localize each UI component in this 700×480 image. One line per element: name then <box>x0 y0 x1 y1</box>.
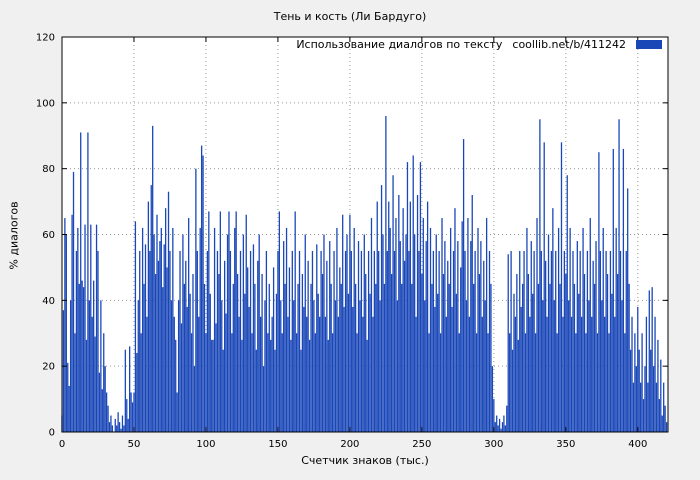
legend-label: Использование диалогов по тексту <box>296 38 503 51</box>
svg-text:250: 250 <box>412 439 431 450</box>
x-axis-label: Счетчик знаков (тыс.) <box>301 454 429 467</box>
y-axis-label: % диалогов <box>7 201 21 270</box>
svg-text:80: 80 <box>42 164 55 175</box>
svg-text:350: 350 <box>556 439 575 450</box>
svg-text:150: 150 <box>268 439 287 450</box>
svg-text:0: 0 <box>49 428 55 439</box>
svg-text:50: 50 <box>128 439 141 450</box>
svg-text:100: 100 <box>36 98 55 109</box>
svg-text:40: 40 <box>42 296 55 307</box>
svg-text:0: 0 <box>59 439 65 450</box>
svg-text:120: 120 <box>36 33 55 44</box>
svg-text:300: 300 <box>484 439 503 450</box>
svg-text:60: 60 <box>42 230 55 241</box>
chart-title: Тень и кость (Ли Бардуго) <box>273 10 427 23</box>
svg-text:200: 200 <box>340 439 359 450</box>
legend: Использование диалогов по тексту coollib… <box>296 38 662 51</box>
legend-swatch <box>636 40 662 49</box>
legend-url: coollib.net/b/411242 <box>512 38 626 51</box>
svg-text:20: 20 <box>42 362 55 373</box>
svg-text:400: 400 <box>628 439 647 450</box>
svg-text:100: 100 <box>196 439 215 450</box>
